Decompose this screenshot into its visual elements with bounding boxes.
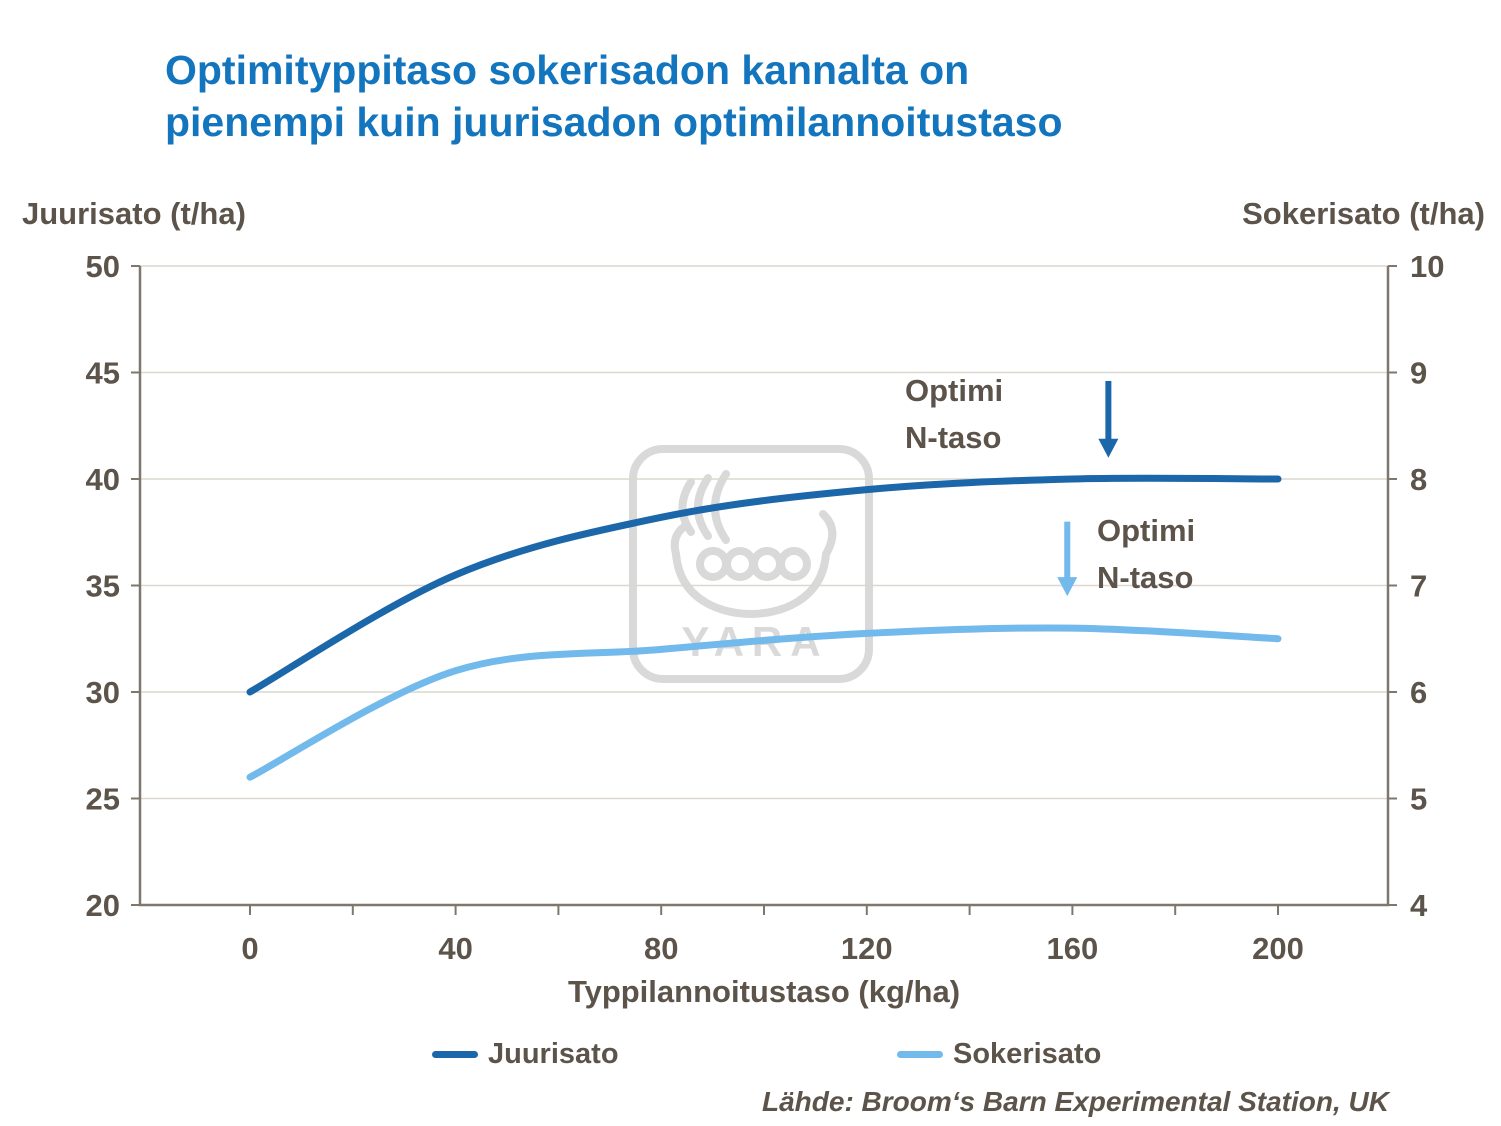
legend-item-juurisato: Juurisato: [432, 1038, 619, 1071]
svg-text:120: 120: [841, 931, 893, 966]
svg-text:0: 0: [241, 931, 258, 966]
svg-text:30: 30: [86, 675, 120, 710]
svg-text:9: 9: [1410, 356, 1427, 391]
optimi-arrowhead-0: [1098, 438, 1119, 458]
chart-title: Optimityppitaso sokerisadon kannalta on …: [165, 47, 1063, 146]
watermark-frame: [629, 445, 873, 683]
svg-text:7: 7: [1410, 569, 1427, 604]
legend-label-juurisato: Juurisato: [488, 1038, 619, 1070]
svg-text:50: 50: [86, 249, 120, 284]
svg-text:20: 20: [86, 888, 120, 923]
legend-label-sokerisato: Sokerisato: [953, 1038, 1102, 1070]
legend-item-sokerisato: Sokerisato: [897, 1038, 1101, 1071]
svg-text:8: 8: [1410, 462, 1427, 497]
optimi-arrowhead-1: [1057, 577, 1078, 597]
svg-text:40: 40: [438, 931, 472, 966]
svg-text:80: 80: [644, 931, 678, 966]
svg-text:4: 4: [1410, 888, 1428, 923]
sokerisato-line: [246, 624, 1282, 781]
svg-text:160: 160: [1047, 931, 1099, 966]
yara-watermark: YARA: [629, 445, 873, 683]
source-note: Lähde: Broom‘s Barn Experimental Station…: [762, 1086, 1389, 1117]
juurisato-line: [246, 474, 1282, 696]
svg-text:5: 5: [1410, 782, 1427, 817]
right-axis-title: Sokerisato (t/ha): [1242, 196, 1485, 231]
legend-line-sokerisato: [897, 1051, 943, 1058]
annotation-optimi-juurisato: Optimi N-taso: [905, 373, 1004, 455]
svg-text:35: 35: [86, 569, 120, 604]
gridlines: [140, 265, 1388, 800]
svg-text:200: 200: [1252, 931, 1304, 966]
viking-ship-icon: [670, 470, 837, 619]
tick-marks: [131, 265, 1397, 915]
left-axis-title: Juurisato (t/ha): [22, 196, 246, 231]
svg-text:45: 45: [86, 356, 120, 391]
svg-text:6: 6: [1410, 675, 1427, 710]
svg-text:40: 40: [86, 462, 120, 497]
x-axis-title: Typpilannoitustaso (kg/ha): [567, 974, 961, 1009]
svg-text:10: 10: [1410, 249, 1444, 284]
annotation-optimi-sokerisato: Optimi N-taso: [1097, 513, 1196, 595]
svg-text:25: 25: [86, 782, 120, 817]
legend-line-juurisato: [432, 1051, 478, 1058]
